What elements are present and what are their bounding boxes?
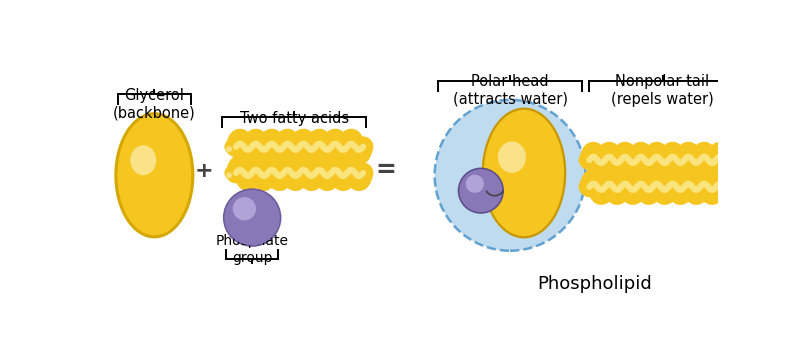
Text: Phosphate
group: Phosphate group [216,235,289,265]
Ellipse shape [482,107,566,238]
Circle shape [226,146,232,152]
Ellipse shape [484,110,564,236]
Circle shape [434,100,586,251]
Text: =: = [375,158,396,182]
Circle shape [458,167,504,214]
Ellipse shape [118,115,191,235]
Circle shape [225,190,280,245]
Text: Glycerol
(backbone): Glycerol (backbone) [113,88,196,121]
Circle shape [225,140,238,154]
Circle shape [226,172,232,178]
Ellipse shape [114,112,194,238]
Circle shape [223,188,282,247]
Circle shape [578,153,593,167]
Text: Nonpolar tail
(repels water): Nonpolar tail (repels water) [611,74,714,107]
Circle shape [578,180,593,194]
Text: +: + [195,161,214,181]
Ellipse shape [130,145,156,175]
Circle shape [225,166,238,180]
Circle shape [233,197,256,220]
Text: Polar head
(attracts water): Polar head (attracts water) [453,74,568,107]
Text: Two fatty acids: Two fatty acids [239,111,349,126]
Circle shape [459,169,502,212]
Ellipse shape [498,141,526,173]
Circle shape [466,175,484,193]
Text: Phospholipid: Phospholipid [538,275,652,293]
